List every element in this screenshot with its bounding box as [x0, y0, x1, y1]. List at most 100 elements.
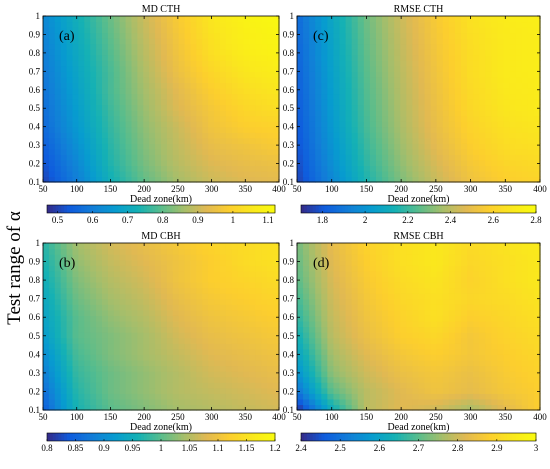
heatmap-cell	[522, 16, 529, 22]
heatmap-cell	[303, 243, 310, 249]
heatmap-cell	[400, 260, 407, 266]
heatmap-cell	[419, 55, 426, 61]
heatmap-cell	[226, 338, 233, 344]
heatmap-cell	[185, 249, 192, 255]
heatmap-cell	[358, 282, 365, 288]
heatmap-cell	[425, 44, 432, 50]
heatmap-cell	[497, 143, 504, 149]
colorbar-segment	[50, 205, 53, 213]
heatmap-cell	[149, 282, 156, 288]
heatmap-cell	[55, 349, 62, 355]
heatmap-cell	[364, 338, 371, 344]
heatmap-cell	[340, 293, 347, 299]
heatmap-cell	[250, 254, 257, 260]
heatmap-cell	[179, 60, 186, 66]
heatmap-cell	[67, 22, 74, 28]
heatmap-cell	[394, 132, 401, 138]
heatmap-cell	[179, 27, 186, 33]
heatmap-cell	[55, 371, 62, 377]
heatmap-cell	[155, 110, 162, 116]
heatmap-cell	[352, 171, 359, 177]
colorbar-segment	[513, 205, 516, 213]
heatmap-cell	[388, 365, 395, 371]
heatmap-cell	[510, 82, 517, 88]
heatmap-cell	[510, 44, 517, 50]
heatmap-cell	[431, 271, 438, 277]
heatmap-cell	[73, 276, 80, 282]
heatmap-cell	[226, 365, 233, 371]
heatmap-cell	[479, 49, 486, 55]
heatmap-cell	[485, 138, 492, 144]
heatmap-cell	[126, 260, 133, 266]
heatmap-cell	[120, 293, 127, 299]
heatmap-cell	[267, 66, 274, 72]
heatmap-cell	[352, 165, 359, 171]
heatmap-cell	[406, 27, 413, 33]
heatmap-cell	[461, 138, 468, 144]
heatmap-cell	[232, 365, 239, 371]
heatmap-cell	[406, 93, 413, 99]
heatmap-cell	[161, 293, 168, 299]
heatmap-cell	[132, 321, 139, 327]
heatmap-cell	[191, 138, 198, 144]
heatmap-cell	[250, 332, 257, 338]
heatmap-cell	[449, 254, 456, 260]
heatmap-cell	[382, 299, 389, 305]
heatmap-cell	[412, 77, 419, 83]
heatmap-cell	[485, 132, 492, 138]
heatmap-cell	[149, 99, 156, 105]
heatmap-cell	[358, 60, 365, 66]
heatmap-cell	[226, 321, 233, 327]
heatmap-cell	[84, 249, 91, 255]
heatmap-cell	[437, 293, 444, 299]
heatmap-cell	[431, 371, 438, 377]
heatmap-cell	[232, 88, 239, 94]
heatmap-cell	[120, 49, 127, 55]
heatmap-cell	[255, 71, 262, 77]
heatmap-cell	[232, 132, 239, 138]
heatmap-cell	[443, 27, 450, 33]
heatmap-cell	[297, 116, 304, 122]
heatmap-cell	[461, 165, 468, 171]
heatmap-cell	[73, 293, 80, 299]
heatmap-cell	[376, 371, 383, 377]
heatmap-cell	[400, 99, 407, 105]
heatmap-cell	[185, 304, 192, 310]
heatmap-cell	[78, 116, 85, 122]
heatmap-cell	[449, 354, 456, 360]
heatmap-cell	[346, 249, 353, 255]
heatmap-cell	[73, 315, 80, 321]
heatmap-cell	[179, 33, 186, 39]
heatmap-cell	[96, 160, 103, 166]
colorbar-segment	[133, 433, 136, 441]
heatmap-cell	[250, 143, 257, 149]
heatmap-cell	[137, 121, 144, 127]
heatmap-cell	[473, 60, 480, 66]
heatmap-cell	[202, 354, 209, 360]
heatmap-cell	[108, 143, 115, 149]
heatmap-cell	[114, 349, 121, 355]
heatmap-cell	[364, 249, 371, 255]
heatmap-cell	[346, 27, 353, 33]
heatmap-cell	[232, 254, 239, 260]
heatmap-cell	[321, 22, 328, 28]
heatmap-cell	[43, 327, 50, 333]
heatmap-cell	[467, 110, 474, 116]
heatmap-cell	[185, 271, 192, 277]
heatmap-cell	[226, 393, 233, 399]
heatmap-cell	[214, 343, 221, 349]
heatmap-cell	[120, 243, 127, 249]
heatmap-cell	[485, 127, 492, 133]
heatmap-cell	[179, 82, 186, 88]
heatmap-cell	[419, 360, 426, 366]
heatmap-cell	[232, 22, 239, 28]
heatmap-cell	[267, 38, 274, 44]
heatmap-cell	[114, 27, 121, 33]
heatmap-cell	[55, 44, 62, 50]
heatmap-cell	[388, 254, 395, 260]
heatmap-cell	[143, 44, 150, 50]
colorbar-segment	[377, 205, 380, 213]
heatmap-cell	[78, 338, 85, 344]
heatmap-cell	[449, 338, 456, 344]
heatmap-cell	[126, 55, 133, 61]
